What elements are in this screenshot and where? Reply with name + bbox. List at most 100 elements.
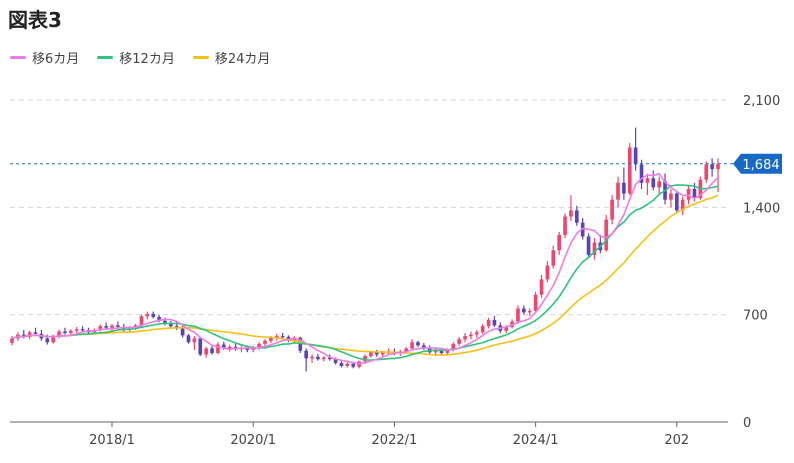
candle-body-9 (63, 331, 67, 334)
candle-body-68 (410, 342, 414, 349)
candle-body-69 (416, 342, 420, 346)
candle-body-110 (657, 181, 661, 188)
candle-body-24 (151, 313, 156, 317)
candle-body-53 (321, 357, 326, 360)
y-tick-label-700: 700 (743, 309, 768, 324)
candle-body-70 (422, 345, 426, 349)
candle-body-16 (104, 326, 108, 328)
candle-body-80 (480, 326, 485, 333)
x-tick-label-3: 2024/1 (513, 433, 559, 448)
candle-body-22 (139, 316, 144, 326)
candle-body-75 (451, 343, 456, 350)
candle-body-40 (245, 347, 250, 350)
candle-body-45 (274, 336, 279, 338)
x-tick-label-1: 2020/1 (230, 433, 276, 448)
candle-body-82 (492, 320, 497, 326)
candle-body-15 (98, 326, 103, 330)
candle-body-103 (616, 182, 620, 200)
candle-body-46 (280, 336, 285, 338)
candle-body-61 (369, 352, 373, 357)
chart-legend: 移6カ月 移12カ月 移24カ月 (10, 48, 270, 67)
candle-body-119 (710, 164, 714, 169)
candle-body-26 (163, 320, 167, 324)
candle-body-99 (592, 242, 597, 255)
candle-body-48 (292, 337, 297, 341)
candle-body-79 (474, 332, 479, 335)
candle-body-94 (563, 216, 567, 235)
candle-body-27 (169, 323, 173, 327)
candle-body-105 (627, 147, 632, 194)
candle-body-88 (527, 310, 532, 313)
candle-body-78 (469, 334, 473, 337)
candle-body-60 (363, 356, 367, 362)
candle-body-101 (604, 219, 609, 251)
candle-body-113 (674, 193, 679, 211)
last-value-label: 1,684 (742, 158, 779, 173)
candle-body-55 (333, 359, 338, 363)
candle-body-72 (433, 350, 438, 353)
candle-body-92 (551, 250, 556, 266)
legend-swatch-ma6 (10, 56, 26, 59)
candle-body-120 (716, 163, 720, 169)
candle-body-115 (686, 188, 691, 200)
candle-body-10 (69, 330, 73, 334)
candle-body-4 (33, 332, 38, 334)
legend-label-ma12: 移12カ月 (119, 52, 175, 67)
candle-body-107 (639, 164, 644, 183)
candle-body-58 (351, 363, 356, 367)
candle-body-43 (263, 340, 267, 344)
candle-body-0 (10, 338, 14, 344)
candle-body-52 (316, 356, 320, 360)
candle-body-42 (257, 343, 261, 349)
candle-body-91 (545, 265, 550, 280)
candle-body-81 (486, 320, 491, 327)
candle-body-97 (580, 222, 585, 237)
last-value-marker (733, 153, 782, 174)
legend-item-ma6[interactable]: 移6カ月 (10, 48, 79, 67)
candle-body-29 (180, 328, 185, 336)
candle-body-32 (198, 338, 203, 355)
candle-body-95 (569, 210, 573, 217)
candle-body-106 (633, 147, 638, 165)
page-title: 図表3 (8, 8, 62, 32)
x-tick-label-0: 2018/1 (89, 433, 135, 448)
candle-body-109 (651, 178, 656, 188)
legend-item-ma12[interactable]: 移12カ月 (97, 48, 175, 67)
candle-body-49 (298, 337, 303, 351)
candle-body-18 (116, 325, 120, 327)
legend-swatch-ma12 (97, 56, 114, 59)
legend-label-ma24: 移24カ月 (214, 52, 271, 67)
candle-body-23 (145, 313, 150, 317)
candle-body-37 (227, 346, 232, 349)
candle-body-12 (80, 329, 85, 331)
candle-body-98 (586, 236, 591, 255)
legend-label-ma6: 移6カ月 (32, 52, 80, 67)
candle-body-25 (157, 316, 161, 321)
candle-body-36 (221, 344, 226, 349)
x-tick-label-4: 202 (664, 433, 689, 448)
x-tick-label-2: 2022/1 (372, 433, 418, 448)
y-tick-label-2100: 2,100 (743, 94, 780, 109)
legend-swatch-ma24 (192, 56, 209, 59)
candle-body-30 (186, 335, 191, 343)
candle-body-8 (57, 331, 61, 337)
candle-body-33 (204, 348, 208, 355)
candle-body-118 (704, 164, 709, 180)
candle-body-51 (310, 356, 314, 359)
candle-body-31 (192, 338, 197, 343)
y-tick-label-0: 0 (743, 416, 751, 431)
candle-body-6 (45, 338, 50, 343)
candle-body-11 (74, 329, 79, 331)
legend-item-ma24[interactable]: 移24カ月 (192, 48, 271, 67)
candle-body-112 (669, 193, 673, 200)
candle-body-34 (210, 348, 214, 353)
candle-body-67 (404, 348, 409, 352)
candle-body-114 (680, 199, 685, 211)
ma6-line (11, 172, 719, 365)
candle-body-87 (522, 308, 526, 313)
candle-body-84 (504, 326, 509, 331)
candle-body-56 (339, 362, 344, 367)
candle-body-62 (374, 352, 379, 355)
candle-body-7 (51, 336, 56, 343)
